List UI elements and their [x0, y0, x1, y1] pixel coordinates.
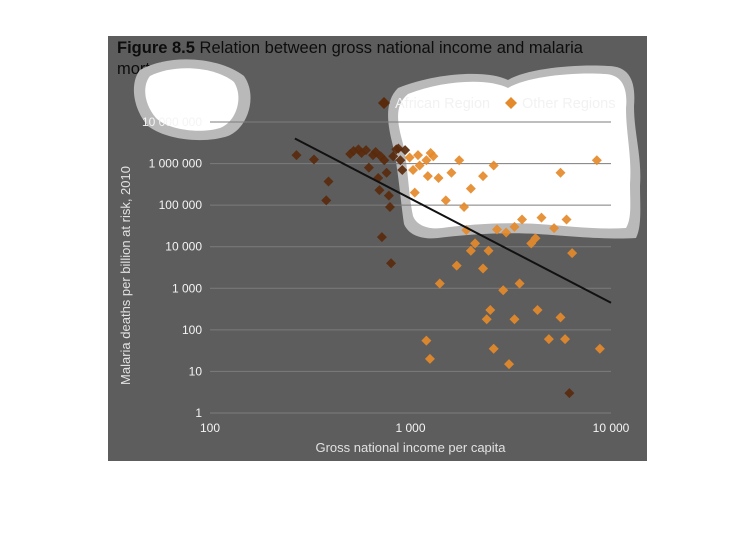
y-tick-label: 1 000 000 [149, 157, 203, 171]
x-axis-label: Gross national income per capita [315, 440, 506, 455]
other-regions-point [504, 359, 515, 370]
other-regions-point [591, 155, 602, 166]
other-regions-point [498, 285, 509, 296]
other-regions-point [451, 260, 462, 271]
other-regions-point [434, 278, 445, 289]
other-regions-point [421, 155, 432, 166]
y-tick-label: 1 [195, 406, 202, 420]
other-regions-point [421, 335, 432, 346]
other-regions-point [414, 160, 425, 171]
other-regions-point [454, 155, 465, 166]
other-regions-point [567, 248, 578, 259]
legend-other-regions-label: Other Regions [522, 96, 616, 112]
grid-lines [210, 121, 611, 414]
african-region-point [397, 165, 408, 176]
other-regions-point [461, 225, 472, 236]
african-region-point [321, 195, 332, 206]
chart: 1 10 100 1 000 10 000 100 000 1 000 000 10 000 … [118, 59, 641, 455]
other-regions-point [509, 314, 520, 325]
african-region-point [363, 162, 374, 173]
other-regions-point [555, 312, 566, 323]
african-region-point [376, 232, 387, 243]
other-regions-point [491, 224, 502, 235]
other-regions-point [459, 202, 470, 213]
african-region-point [379, 155, 390, 166]
other-regions-point [536, 212, 547, 223]
other-regions-point [465, 245, 476, 256]
other-regions-point [561, 214, 572, 225]
other-regions-point [422, 171, 433, 182]
y-tick-label: 10 000 [165, 240, 202, 254]
other-regions-point [509, 221, 520, 232]
other-regions-point [478, 263, 489, 274]
other-regions-point [532, 305, 543, 316]
other-regions-point [465, 183, 476, 194]
other-regions-point [481, 314, 492, 325]
african-region-point [400, 145, 411, 156]
other-regions-point [514, 278, 525, 289]
african-region-point [386, 258, 397, 269]
other-regions-point [488, 160, 499, 171]
data-points [291, 143, 605, 399]
x-tick-labels: 100 1 000 10 000 [200, 421, 630, 435]
y-tick-label: 100 [182, 323, 202, 337]
other-regions-point [446, 167, 457, 178]
legend: African Region Other Regions [378, 96, 616, 112]
other-regions-point [485, 305, 496, 316]
figure-label: Figure 8.5 [117, 39, 195, 57]
white-blob-right [398, 73, 631, 229]
african-region-point [356, 147, 367, 158]
african-region-point [308, 154, 319, 165]
african-region-point [381, 167, 392, 178]
other-regions-point [433, 172, 444, 183]
white-blob-left [145, 68, 239, 131]
other-regions-point [530, 233, 541, 244]
x-tick-label: 100 [200, 421, 220, 435]
other-regions-point [560, 334, 571, 345]
other-regions-point [408, 165, 419, 176]
african-region-point [291, 150, 302, 161]
y-tick-label: 100 000 [159, 198, 203, 212]
y-tick-label: 10 000 000 [142, 115, 202, 129]
other-regions-point [409, 187, 420, 198]
african-region-point [388, 151, 399, 162]
other-regions-point [470, 238, 481, 249]
trend-line [294, 137, 612, 304]
african-region-point [383, 190, 394, 201]
other-regions-point [555, 167, 566, 178]
african-region-point [374, 185, 385, 196]
other-regions-point [424, 353, 435, 364]
y-axis-label: Malaria deaths per billion at risk, 2010 [118, 166, 133, 385]
african-region-point [564, 388, 575, 399]
y-tick-label: 1 000 [172, 281, 202, 295]
other-regions-point [594, 343, 605, 354]
figure: Figure 8.5 Relation between gross nation… [108, 36, 647, 461]
other-regions-point [478, 171, 489, 182]
african-region-point [361, 145, 372, 156]
other-regions-point [501, 227, 512, 238]
other-regions-point [488, 343, 499, 354]
white-blobs [133, 59, 641, 239]
other-regions-point [404, 152, 415, 163]
legend-other-regions-marker [505, 97, 517, 109]
other-regions-point [440, 195, 451, 206]
other-regions-point [428, 151, 439, 162]
african-region-point [395, 155, 406, 166]
african-region-point [393, 143, 404, 154]
african-region-point [345, 148, 356, 159]
y-tick-labels: 1 10 100 1 000 10 000 100 000 1 000 000 10 000 … [142, 115, 202, 420]
african-region-point [323, 176, 334, 187]
x-tick-label: 10 000 [593, 421, 630, 435]
legend-african-region-marker [378, 97, 390, 109]
african-region-point [375, 151, 386, 162]
other-regions-point [543, 334, 554, 345]
y-tick-label: 10 [189, 364, 203, 378]
african-region-point [384, 202, 395, 213]
other-regions-point [549, 223, 560, 234]
x-tick-label: 1 000 [395, 421, 425, 435]
other-regions-point [483, 245, 494, 256]
other-regions-point [517, 214, 528, 225]
other-regions-point [413, 150, 424, 161]
legend-african-region-label: African Region [395, 96, 490, 112]
